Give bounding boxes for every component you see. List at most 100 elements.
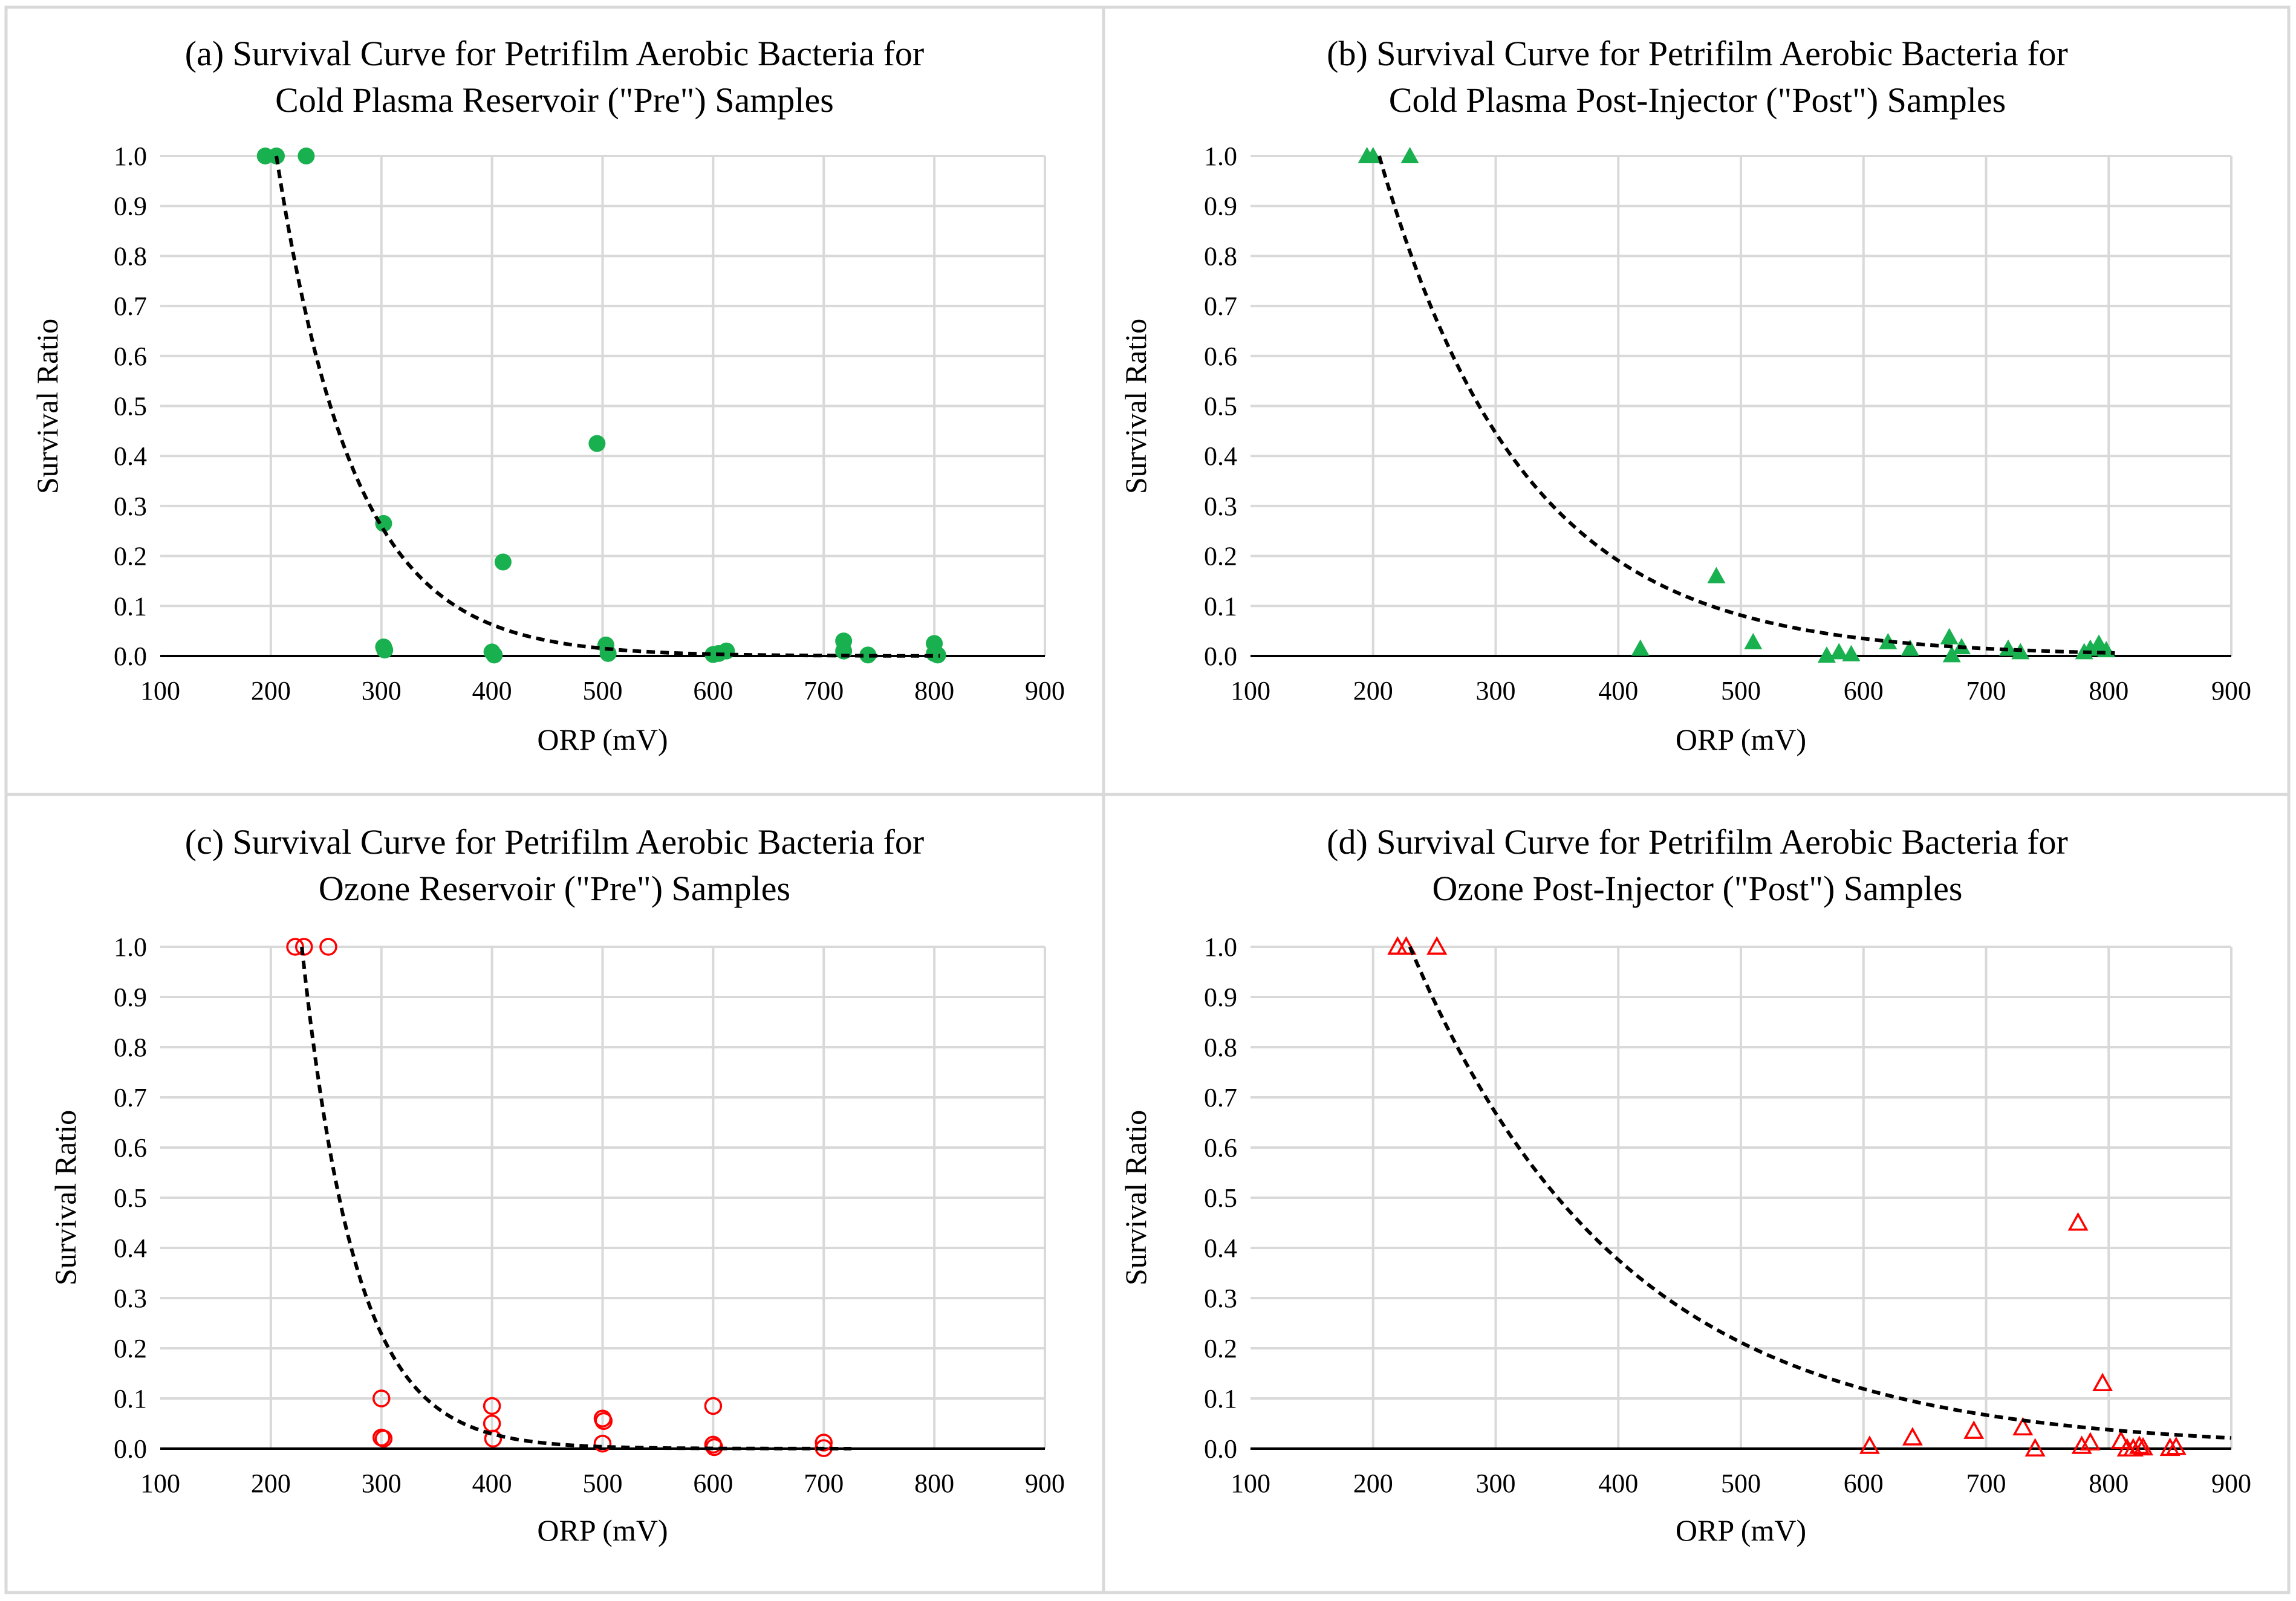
- x-tick-label: 300: [362, 676, 402, 706]
- data-point: [2165, 1436, 2187, 1455]
- y-tick-label: 0.5: [1204, 1183, 1237, 1213]
- data-point: [1901, 639, 1919, 656]
- y-tick-label: 0.2: [114, 542, 147, 571]
- x-tick-label: 100: [140, 676, 180, 706]
- x-axis-title: ORP (mV): [1676, 1513, 1806, 1547]
- data-point: [486, 646, 503, 664]
- data-point: [2129, 1435, 2150, 1454]
- x-tick-label: 200: [1353, 676, 1393, 706]
- data-point: [1963, 1420, 1985, 1439]
- y-tick-label: 1.0: [1204, 932, 1237, 962]
- chart-title-line: Cold Plasma Reservoir ("Pre") Samples: [275, 80, 834, 120]
- x-tick-label: 400: [1598, 676, 1638, 706]
- data-point: [815, 1434, 833, 1452]
- chart-title-line: (d) Survival Curve for Petrifilm Aerobic…: [1327, 822, 2068, 862]
- y-tick-label: 0.0: [114, 641, 147, 671]
- y-tick-label: 0.2: [1204, 1334, 1237, 1363]
- y-tick-label: 0.4: [114, 441, 147, 471]
- exponential-trendline: [1377, 155, 2115, 655]
- data-point: [483, 1397, 501, 1415]
- x-tick-label: 500: [583, 1469, 623, 1498]
- y-tick-label: 0.2: [114, 1334, 147, 1363]
- data-point: [1426, 936, 1448, 955]
- x-tick-label: 800: [2089, 1469, 2129, 1498]
- data-point: [1859, 1435, 1880, 1454]
- y-tick-label: 0.0: [1204, 1434, 1237, 1464]
- data-point: [718, 642, 735, 660]
- x-tick-label: 100: [1231, 676, 1270, 706]
- chart-title-line: Ozone Reservoir ("Pre") Samples: [319, 869, 790, 908]
- y-tick-label: 0.8: [1204, 1033, 1237, 1062]
- x-tick-label: 600: [1844, 1469, 1884, 1498]
- x-tick-label: 900: [2211, 676, 2251, 706]
- data-point: [859, 646, 877, 664]
- x-tick-label: 900: [1025, 676, 1065, 706]
- data-point: [1998, 639, 2017, 656]
- x-tick-label: 200: [1353, 1469, 1393, 1498]
- y-tick-label: 0.9: [1204, 192, 1237, 221]
- x-tick-label: 600: [693, 1469, 733, 1498]
- x-axis-title: ORP (mV): [537, 1513, 668, 1547]
- y-axis-title: Survival Ratio: [30, 319, 64, 494]
- data-point: [298, 148, 315, 164]
- chart-panel-a: (a) Survival Curve for Petrifilm Aerobic…: [30, 34, 1065, 756]
- data-point: [929, 646, 946, 664]
- x-axis-title: ORP (mV): [1676, 723, 1806, 756]
- data-point: [2024, 1438, 2046, 1456]
- x-tick-label: 800: [914, 676, 954, 706]
- y-tick-label: 0.3: [1204, 1284, 1237, 1313]
- exponential-trendline: [1408, 946, 2232, 1440]
- data-point: [1396, 936, 1417, 955]
- y-tick-label: 0.7: [1204, 291, 1237, 321]
- x-tick-label: 900: [1025, 1469, 1065, 1498]
- data-point: [494, 553, 512, 571]
- data-point: [588, 435, 606, 452]
- x-tick-label: 900: [2211, 1469, 2251, 1498]
- data-point: [1400, 147, 1419, 163]
- x-tick-label: 400: [1598, 1469, 1638, 1498]
- y-axis-title: Survival Ratio: [48, 1110, 82, 1285]
- x-tick-label: 400: [472, 1469, 512, 1498]
- x-tick-label: 400: [472, 676, 512, 706]
- chart-title-line: Ozone Post-Injector ("Post") Samples: [1433, 869, 1963, 908]
- data-point: [1707, 567, 1726, 583]
- y-tick-label: 0.8: [114, 1033, 147, 1062]
- y-tick-label: 0.0: [1204, 641, 1237, 671]
- data-point: [1879, 632, 1898, 649]
- chart-title-line: Cold Plasma Post-Injector ("Post") Sampl…: [1389, 80, 2006, 120]
- x-tick-label: 100: [1231, 1469, 1270, 1498]
- data-point: [1940, 628, 1959, 645]
- x-tick-label: 300: [1476, 676, 1516, 706]
- chart-title-line: (a) Survival Curve for Petrifilm Aerobic…: [185, 34, 924, 73]
- y-tick-label: 0.4: [114, 1233, 147, 1263]
- x-tick-label: 700: [1966, 676, 2006, 706]
- data-point: [704, 1397, 723, 1415]
- y-tick-label: 1.0: [114, 932, 147, 962]
- data-point: [1842, 645, 1861, 661]
- y-tick-label: 1.0: [1204, 141, 1237, 171]
- data-point: [1744, 632, 1763, 649]
- y-tick-label: 1.0: [114, 141, 147, 171]
- data-point: [2071, 1435, 2092, 1454]
- y-tick-label: 0.1: [114, 591, 147, 621]
- y-tick-label: 0.4: [1204, 1233, 1237, 1263]
- x-tick-label: 300: [1476, 1469, 1516, 1498]
- x-tick-label: 500: [1721, 676, 1761, 706]
- data-point: [1830, 643, 1849, 660]
- chart-panel-b: (b) Survival Curve for Petrifilm Aerobic…: [1119, 34, 2251, 756]
- y-tick-label: 0.5: [1204, 392, 1237, 421]
- data-point: [374, 1429, 393, 1448]
- data-point: [2012, 1417, 2034, 1436]
- chart-panel-c: (c) Survival Curve for Petrifilm Aerobic…: [48, 822, 1065, 1547]
- x-tick-label: 200: [251, 1469, 291, 1498]
- data-point: [376, 641, 394, 659]
- y-tick-label: 0.5: [114, 392, 147, 421]
- y-tick-label: 0.5: [114, 1183, 147, 1213]
- x-tick-label: 300: [362, 1469, 402, 1498]
- data-point: [593, 1434, 612, 1453]
- y-tick-label: 0.1: [1204, 591, 1237, 621]
- x-tick-label: 700: [804, 1469, 844, 1498]
- y-tick-label: 0.7: [1204, 1083, 1237, 1112]
- chart-title-line: (b) Survival Curve for Petrifilm Aerobic…: [1327, 34, 2068, 73]
